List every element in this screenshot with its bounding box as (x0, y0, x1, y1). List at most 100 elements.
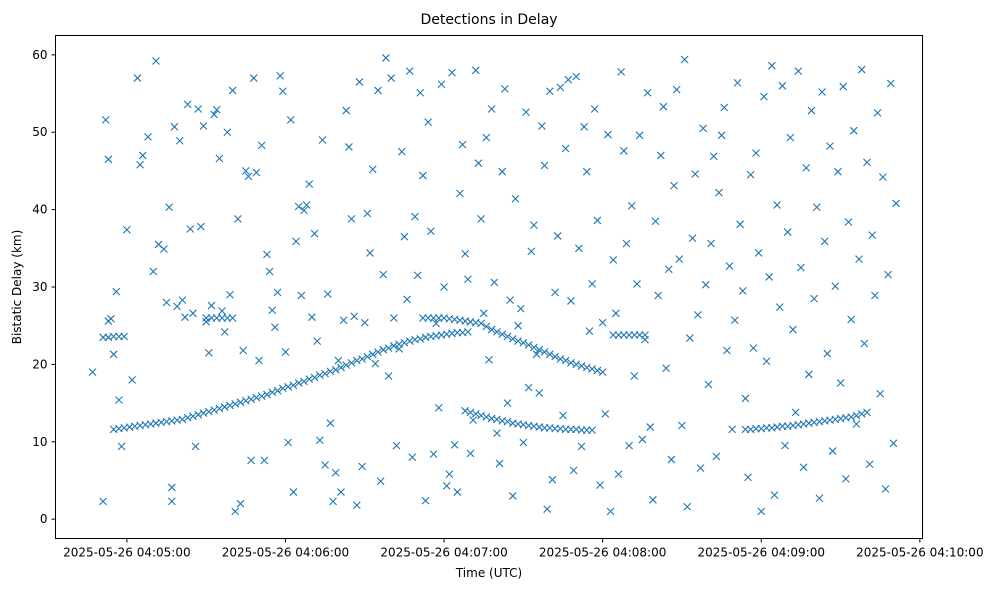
data-point (477, 319, 485, 328)
data-point (524, 383, 533, 392)
data-point (791, 408, 800, 417)
data-point (556, 83, 565, 92)
data-point (530, 343, 538, 352)
data-point (329, 497, 337, 506)
data-point (408, 453, 417, 462)
data-point (656, 151, 665, 160)
data-point (556, 355, 565, 363)
data-point (384, 372, 393, 380)
data-point (347, 215, 356, 223)
data-point (760, 92, 768, 101)
data-point (273, 288, 282, 297)
data-point (228, 86, 237, 95)
data-point (548, 475, 557, 484)
data-point (738, 286, 747, 295)
data-point (667, 455, 676, 464)
data-point (207, 301, 216, 310)
data-point (635, 131, 644, 140)
data-point (730, 316, 739, 325)
data-point (704, 380, 713, 389)
data-point (574, 244, 583, 253)
data-point (630, 372, 639, 380)
data-point (350, 312, 359, 321)
data-point (807, 106, 816, 115)
data-point (252, 393, 261, 402)
data-point (852, 420, 861, 428)
data-point (818, 88, 826, 96)
data-point (247, 395, 255, 404)
data-point (241, 396, 250, 405)
data-point (186, 225, 195, 233)
data-point (231, 507, 240, 516)
data-point (292, 237, 300, 246)
data-point (849, 126, 858, 135)
data-point (189, 309, 197, 318)
data-point (598, 368, 607, 377)
data-point (191, 442, 200, 451)
data-point (831, 282, 840, 291)
data-point (564, 75, 573, 84)
data-point (376, 477, 385, 486)
data-point (448, 68, 456, 77)
data-point (664, 265, 673, 274)
data-point (794, 67, 803, 75)
data-point (715, 188, 723, 197)
data-point (749, 344, 758, 353)
data-point (257, 141, 266, 150)
data-point (88, 368, 97, 377)
data-point (577, 362, 586, 370)
data-point (405, 337, 414, 346)
data-point (648, 495, 657, 504)
data-point (278, 384, 287, 393)
data-point (691, 170, 700, 178)
data-point (416, 88, 425, 97)
data-point (355, 78, 364, 86)
data-point (297, 291, 306, 300)
data-point (215, 154, 224, 163)
data-point (498, 167, 507, 176)
data-point (226, 401, 234, 410)
y-axis-label: Bistatic Delay (km) (10, 230, 24, 345)
data-point (263, 250, 271, 259)
data-point (339, 316, 348, 325)
data-point (302, 201, 311, 209)
data-point (170, 122, 179, 131)
y-tick-label: 20 (32, 357, 47, 371)
data-point (374, 348, 382, 356)
data-point (789, 325, 797, 334)
data-point (426, 227, 435, 236)
data-point (590, 105, 599, 113)
data-point (310, 229, 319, 238)
data-point (701, 280, 710, 289)
data-point (812, 203, 821, 212)
data-point (403, 295, 411, 304)
data-point (162, 298, 171, 307)
data-point (516, 304, 525, 313)
data-point (746, 170, 755, 179)
data-point (352, 356, 361, 365)
data-point (617, 67, 626, 76)
data-point (482, 322, 491, 331)
data-point (638, 435, 647, 444)
data-point (633, 280, 641, 288)
data-point (514, 321, 522, 330)
data-point (826, 142, 834, 151)
data-point (646, 423, 655, 431)
data-point (167, 497, 176, 506)
data-point (411, 212, 419, 221)
data-point (368, 165, 377, 174)
data-point (252, 168, 261, 177)
data-point (561, 356, 570, 365)
data-point (315, 436, 324, 445)
data-point (762, 357, 771, 366)
data-point (397, 147, 406, 156)
data-point (567, 358, 575, 367)
data-point (601, 410, 610, 418)
data-point (387, 74, 396, 82)
data-point (551, 288, 559, 297)
y-tick-label: 0 (40, 512, 48, 526)
data-point (358, 355, 367, 363)
data-point (860, 339, 869, 348)
data-point (820, 237, 829, 246)
data-point (194, 410, 203, 419)
